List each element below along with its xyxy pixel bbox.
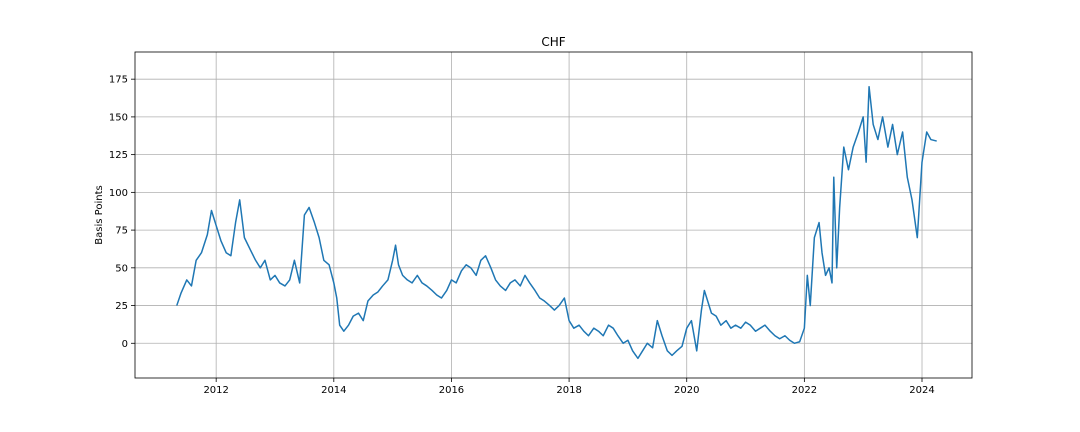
x-tick-label: 2024 — [909, 385, 934, 396]
x-tick-label: 2022 — [792, 385, 817, 396]
x-tick-label: 2012 — [203, 385, 228, 396]
x-tick-label: 2016 — [439, 385, 464, 396]
y-axis-label: Basis Points — [94, 185, 105, 244]
chart-title: CHF — [541, 35, 565, 49]
y-tick-label: 25 — [115, 301, 128, 312]
axes-frame — [134, 51, 973, 379]
y-tick-label: 75 — [115, 226, 128, 237]
x-tick-label: 2014 — [321, 385, 346, 396]
y-tick-label: 100 — [109, 188, 128, 199]
x-tick-label: 2018 — [556, 385, 581, 396]
plot-area — [135, 52, 972, 378]
series-line — [176, 85, 937, 360]
y-tick-label: 0 — [122, 339, 128, 350]
y-tick-label: 150 — [109, 112, 128, 123]
y-tick-label: 125 — [109, 150, 128, 161]
series-layer — [176, 85, 937, 360]
y-tick-label: 175 — [109, 75, 128, 86]
y-tick-label: 50 — [115, 263, 128, 274]
x-tick-label: 2020 — [674, 385, 699, 396]
ticks: 2012 2014 2016 2018 2020 2022 2024 0 25 50 75 100 12… — [109, 75, 935, 396]
